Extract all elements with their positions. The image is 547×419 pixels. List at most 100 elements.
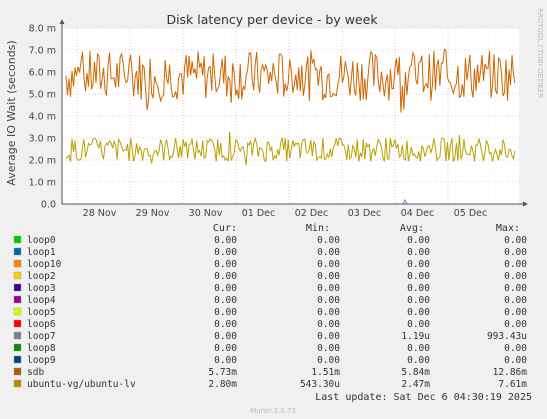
- legend-cur: 0.00: [214, 355, 237, 366]
- legend-name: loop10: [27, 259, 62, 270]
- legend-name: loop1: [27, 247, 56, 258]
- legend-row: loop0 0.00 0.00 0.00 0.00: [13, 235, 527, 246]
- legend-min: 1.51m: [311, 367, 340, 378]
- x-tick-label: 02 Dec: [295, 208, 329, 219]
- chart-title: Disk latency per device - by week: [166, 12, 378, 27]
- legend-max: 0.00: [504, 343, 527, 354]
- legend-avg: 2.47m: [401, 379, 430, 390]
- legend-avg: 0.00: [407, 283, 430, 294]
- legend-swatch: [13, 235, 22, 244]
- legend-max: 0.00: [504, 235, 527, 246]
- legend-swatch: [13, 283, 22, 292]
- series-line-sdb: [65, 48, 516, 113]
- legend-avg: 0.00: [407, 247, 430, 258]
- y-tick-labels: 0.0 1.0 m 2.0 m 3.0 m 4.0 m 5.0 m 6.0 m 7.0 m 8.…: [29, 24, 56, 211]
- legend-cur: 0.00: [214, 235, 237, 246]
- legend-max: 0.00: [504, 247, 527, 258]
- legend-name: loop2: [27, 271, 56, 282]
- legend-avg: 0.00: [407, 259, 430, 270]
- legend-row: loop6 0.00 0.00 0.00 0.00: [13, 319, 527, 330]
- legend-min: 0.00: [317, 307, 340, 318]
- legend-avg: 0.00: [407, 319, 430, 330]
- legend-avg: 1.19u: [401, 331, 430, 342]
- last-update: Last update: Sat Dec 6 04:30:19 2025: [315, 392, 532, 403]
- legend-min: 0.00: [317, 331, 340, 342]
- legend-cur: 0.00: [214, 343, 237, 354]
- legend-max: 993.43u: [487, 331, 527, 342]
- legend-swatch: [13, 355, 22, 364]
- legend-name: loop4: [27, 295, 56, 306]
- legend-cur: 0.00: [214, 331, 237, 342]
- y-tick-label: 7.0 m: [29, 46, 56, 57]
- legend-max: 0.00: [504, 259, 527, 270]
- x-axis-arrow: [523, 201, 528, 207]
- y-tick-label: 1.0 m: [29, 178, 56, 189]
- rrdtool-credit: RRDTOOL / TOBI OETIKER: [536, 8, 544, 98]
- legend-name: ubuntu-vg/ubuntu-lv: [27, 379, 136, 390]
- x-tick-label: 04 Dec: [401, 208, 435, 219]
- legend-min: 0.00: [317, 259, 340, 270]
- legend-row: loop10 0.00 0.00 0.00 0.00: [13, 259, 527, 270]
- legend-max: 0.00: [504, 307, 527, 318]
- legend-row: loop7 0.00 0.00 1.19u 993.43u: [13, 331, 527, 342]
- legend-avg: 0.00: [407, 235, 430, 246]
- legend-min: 0.00: [317, 355, 340, 366]
- legend-max: 7.61m: [498, 379, 527, 390]
- legend-row: loop9 0.00 0.00 0.00 0.00: [13, 355, 527, 366]
- y-tick-label: 2.0 m: [29, 156, 56, 167]
- legend-cur: 0.00: [214, 271, 237, 282]
- munin-version: Munin 2.0.73: [250, 407, 296, 415]
- series-line-ubuntu-vg-ubuntu-lv: [65, 131, 516, 166]
- legend-max: 0.00: [504, 355, 527, 366]
- x-tick-labels: 28 Nov 29 Nov 30 Nov 01 Dec 02 Dec 03 Dec 04 D…: [83, 208, 488, 219]
- legend-swatch: [13, 367, 22, 376]
- x-tick-label: 03 Dec: [348, 208, 382, 219]
- legend-cur: 0.00: [214, 307, 237, 318]
- legend-swatch: [13, 295, 22, 304]
- legend-min: 0.00: [317, 283, 340, 294]
- legend-name: loop8: [27, 343, 56, 354]
- legend-swatch: [13, 307, 22, 316]
- legend-cur: 5.73m: [208, 367, 237, 378]
- legend-row: loop1 0.00 0.00 0.00 0.00: [13, 247, 527, 258]
- legend-swatch: [13, 331, 22, 340]
- legend-avg: 5.84m: [401, 367, 430, 378]
- axes: [59, 19, 528, 207]
- x-tick-label: 28 Nov: [83, 208, 117, 219]
- legend-min: 543.30u: [300, 379, 340, 390]
- legend-max: 0.00: [504, 271, 527, 282]
- legend-name: loop5: [27, 307, 56, 318]
- legend-swatch: [13, 271, 22, 280]
- legend-swatch: [13, 259, 22, 268]
- legend-name: loop3: [27, 283, 56, 294]
- legend-cur: 2.80m: [208, 379, 237, 390]
- y-axis-label: Average IO Wait (seconds): [5, 40, 18, 185]
- legend-name: loop9: [27, 355, 56, 366]
- legend-min: 0.00: [317, 271, 340, 282]
- legend-min: 0.00: [317, 343, 340, 354]
- y-tick-label: 0.0: [41, 200, 56, 211]
- y-tick-label: 5.0 m: [29, 90, 56, 101]
- legend-avg: 0.00: [407, 355, 430, 366]
- grid: [62, 27, 519, 204]
- y-tick-label: 3.0 m: [29, 134, 56, 145]
- legend-row: ubuntu-vg/ubuntu-lv 2.80m 543.30u 2.47m 7.61…: [13, 379, 527, 390]
- legend-min: 0.00: [317, 295, 340, 306]
- legend-min: 0.00: [317, 235, 340, 246]
- legend-name: loop7: [27, 331, 56, 342]
- legend-name: sdb: [27, 367, 44, 378]
- legend-avg: 0.00: [407, 307, 430, 318]
- legend-header-avg: Avg:: [400, 223, 424, 234]
- x-tick-label: 01 Dec: [242, 208, 276, 219]
- legend-cur: 0.00: [214, 259, 237, 270]
- legend-swatch: [13, 319, 22, 328]
- legend-swatch: [13, 343, 22, 352]
- legend-row: loop8 0.00 0.00 0.00 0.00: [13, 343, 527, 354]
- legend-swatch: [13, 379, 22, 388]
- x-tick-label: 29 Nov: [136, 208, 170, 219]
- legend-cur: 0.00: [214, 319, 237, 330]
- legend-header-max: Max:: [496, 223, 520, 234]
- y-tick-label: 8.0 m: [29, 24, 56, 35]
- legend-avg: 0.00: [407, 271, 430, 282]
